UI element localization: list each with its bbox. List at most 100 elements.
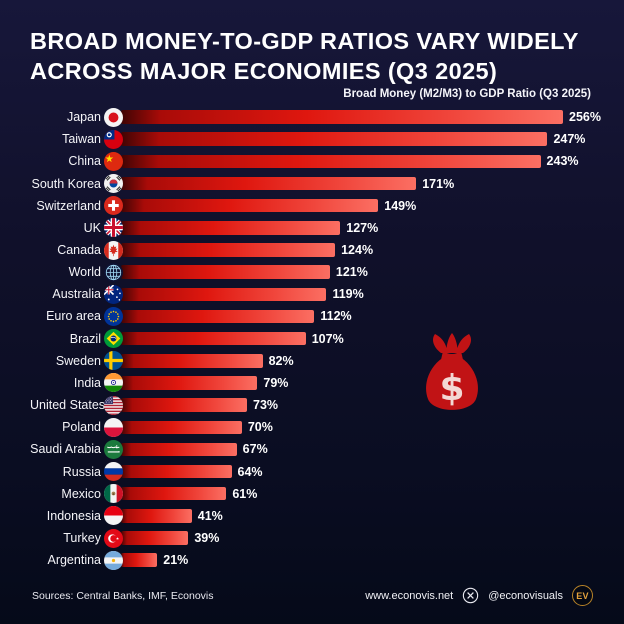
sources-note: Sources: Central Banks, IMF, Econovis [32, 590, 214, 602]
chart-row: Australia 119% [30, 283, 610, 305]
value-bar [121, 442, 237, 457]
econovis-logo[interactable]: EV [572, 585, 593, 606]
value-bar [121, 553, 158, 567]
title-line1: Broad Money-to-GDP ratios vary widely [30, 28, 579, 54]
value-bar [121, 132, 548, 146]
chart-row: Sweden 82% [30, 350, 610, 372]
country-label: World [68, 265, 101, 280]
value-label: 73% [253, 398, 279, 413]
social-handle[interactable]: @econovisuals [488, 589, 563, 602]
money-bag-icon: $ [419, 331, 485, 421]
value-bar [121, 509, 192, 523]
value-bar [121, 176, 417, 191]
chart-row: Turkey 39% [30, 527, 610, 549]
taiwan-flag-icon [104, 129, 123, 149]
country-label: Indonesia [46, 508, 101, 523]
value-label: 243% [546, 154, 579, 169]
chart-row: Brazil 107% [30, 328, 610, 350]
value-bar [121, 420, 242, 435]
value-bar [121, 221, 341, 235]
chart-row: India 79% [30, 372, 610, 394]
japan-flag-icon [104, 107, 123, 127]
value-bar [121, 243, 336, 257]
value-label: 41% [197, 508, 223, 523]
footer-links: www.econovis.net @econovisuals EV [365, 585, 593, 606]
south-korea-flag-icon [104, 174, 123, 194]
value-label: 149% [384, 198, 417, 213]
country-label: Canada [57, 243, 101, 258]
country-label: Poland [62, 420, 101, 435]
value-bar [121, 486, 227, 501]
value-label: 61% [232, 486, 258, 501]
chart-row: Argentina 21% [30, 549, 610, 571]
page-title: Broad Money-to-GDP ratios vary widely acr… [30, 26, 579, 86]
chart-subtitle: Broad Money (M2/M3) to GDP Ratio (Q3 202… [343, 88, 591, 100]
chart-row: Switzerland 149% [30, 195, 610, 217]
value-label: 70% [247, 420, 273, 435]
value-label: 21% [163, 553, 189, 568]
india-flag-icon [104, 373, 123, 393]
country-label: Turkey [63, 531, 101, 546]
country-label: United States [30, 398, 106, 413]
value-label: 112% [320, 309, 352, 324]
value-label: 39% [194, 531, 220, 546]
uk-flag-icon [104, 218, 123, 238]
argentina-flag-icon [104, 550, 123, 570]
switzerland-flag-icon [104, 196, 123, 216]
value-bar [121, 309, 315, 324]
value-bar [121, 398, 248, 412]
chart-row: Poland 70% [30, 416, 610, 438]
country-label: Argentina [47, 553, 101, 568]
country-label: Brazil [69, 331, 101, 346]
turkey-flag-icon [104, 528, 123, 548]
value-label: 121% [335, 265, 368, 280]
value-label: 124% [341, 243, 374, 258]
country-label: Japan [66, 110, 101, 125]
chart-row: Euro area 112% [30, 305, 610, 327]
value-label: 127% [346, 220, 379, 235]
euro-area-flag-icon [104, 306, 123, 326]
chart-row: United States 73% [30, 394, 610, 416]
chart-row: Russia 64% [30, 461, 610, 483]
chart-row: Mexico 61% [30, 483, 610, 505]
value-label: 79% [263, 375, 289, 390]
value-bar [121, 531, 189, 545]
x-icon[interactable] [462, 587, 479, 604]
value-bar [121, 354, 263, 368]
value-label: 82% [268, 353, 294, 368]
country-label: Euro area [46, 309, 101, 324]
canada-flag-icon [104, 240, 123, 260]
country-label: China [68, 154, 101, 169]
website-link[interactable]: www.econovis.net [365, 589, 454, 602]
value-bar [121, 265, 330, 279]
mexico-flag-icon [104, 484, 123, 504]
value-bar [121, 110, 563, 124]
value-bar [121, 198, 379, 213]
country-label: Sweden [55, 353, 101, 368]
value-label: 256% [569, 110, 601, 125]
country-label: South Korea [31, 176, 102, 191]
australia-flag-icon [104, 284, 123, 304]
country-label: Taiwan [62, 132, 101, 147]
country-label: Australia [52, 287, 101, 302]
bar-chart: Japan 256% Taiwan 247% China 243% South Korea 1… [30, 106, 610, 571]
value-bar [121, 331, 306, 346]
country-label: India [73, 375, 101, 390]
chart-row: Taiwan 247% [30, 128, 610, 150]
sweden-flag-icon [104, 351, 123, 371]
value-bar [121, 154, 541, 169]
saudi-arabia-flag-icon [104, 439, 123, 459]
value-label: 107% [311, 331, 344, 346]
value-label: 67% [242, 442, 268, 457]
value-bar [121, 464, 232, 479]
chart-row: Saudi Arabia 67% [30, 438, 610, 460]
united-states-flag-icon [104, 395, 123, 415]
chart-row: Canada 124% [30, 239, 610, 261]
country-label: Switzerland [36, 198, 101, 213]
value-label: 247% [553, 132, 586, 147]
value-label: 64% [237, 464, 263, 479]
value-bar [121, 287, 327, 302]
country-label: UK [83, 220, 101, 235]
country-label: Mexico [61, 486, 101, 501]
